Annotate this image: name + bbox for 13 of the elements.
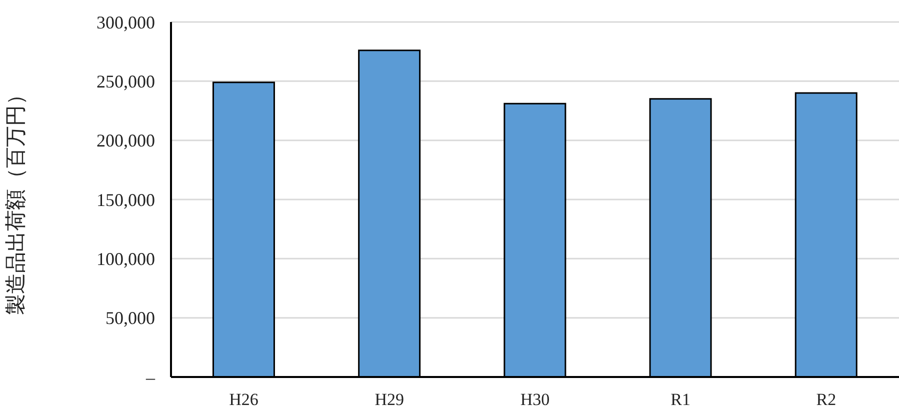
- x-tick-label: H29: [374, 390, 404, 410]
- y-tick-label: 50,000: [106, 308, 155, 328]
- y-tick-label: 200,000: [96, 130, 155, 151]
- y-tick-label: –: [145, 367, 156, 388]
- y-tick-label: 150,000: [96, 190, 155, 210]
- y-tick-label: 250,000: [96, 72, 155, 92]
- x-tick-label: H26: [229, 390, 258, 410]
- x-tick-label: R1: [670, 390, 691, 410]
- x-tick-label: H30: [520, 390, 550, 410]
- x-tick-label: R2: [816, 390, 836, 410]
- y-tick-label: 100,000: [96, 249, 155, 270]
- y-tick-label: 300,000: [96, 12, 155, 32]
- y-axis-title: 製造品出荷額（百万円）: [3, 84, 28, 315]
